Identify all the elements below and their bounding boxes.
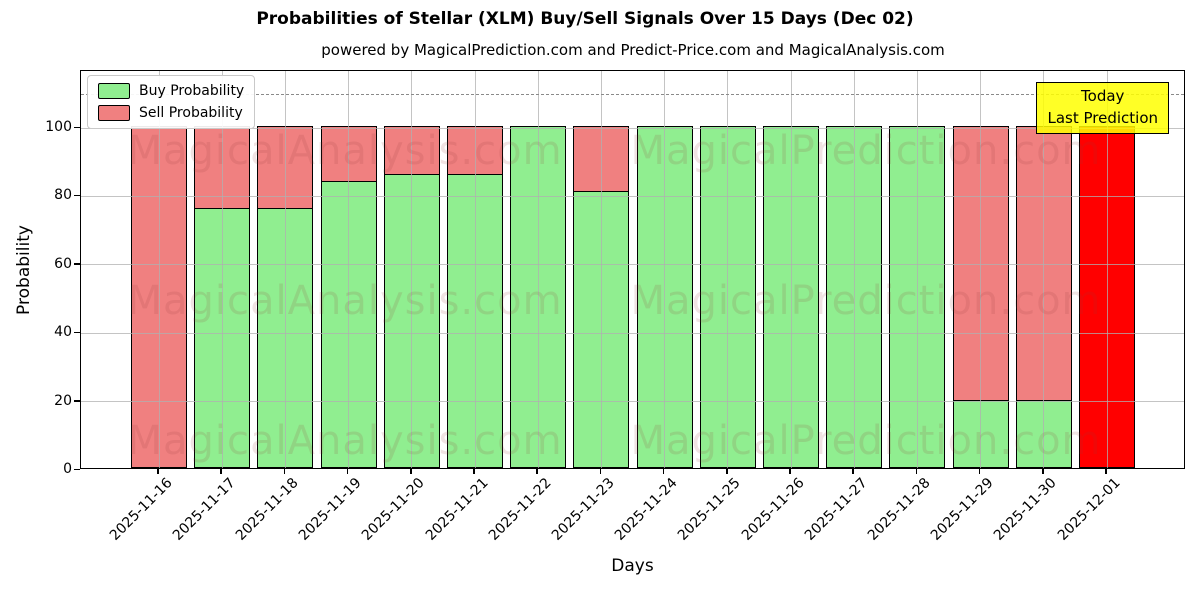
y-tick-label-20: 20 xyxy=(54,392,72,409)
x-tick-label-2025-11-18: 2025-11-18 xyxy=(232,475,302,544)
x-tick-label-2025-11-29: 2025-11-29 xyxy=(928,475,997,544)
y-tick-mark xyxy=(74,194,80,197)
x-tick-mark xyxy=(346,469,349,474)
x-tick-mark xyxy=(789,469,791,474)
buy-swatch-icon xyxy=(98,83,130,99)
y-tick-mark xyxy=(74,400,80,402)
y-tick-mark xyxy=(74,126,80,128)
x-tick-mark xyxy=(915,469,918,474)
legend-item-sell: Sell Probability xyxy=(98,105,244,121)
v-gridline xyxy=(1043,71,1045,468)
v-gridline xyxy=(284,71,286,468)
x-tick-mark xyxy=(978,469,981,474)
x-tick-label-2025-11-17: 2025-11-17 xyxy=(169,475,239,544)
legend-label-sell: Sell Probability xyxy=(139,105,243,121)
today-annotation-box: Today Last Prediction xyxy=(1036,82,1169,134)
h-gridline-40 xyxy=(81,332,1184,334)
v-gridline xyxy=(916,71,918,468)
h-gridline-100 xyxy=(81,127,1184,129)
x-tick-mark xyxy=(283,469,286,474)
x-tick-mark xyxy=(536,469,538,474)
today-annotation-line2: Last Prediction xyxy=(1047,108,1158,127)
v-gridline xyxy=(600,71,602,468)
y-tick-label-40: 40 xyxy=(54,324,72,341)
v-gridline xyxy=(474,71,476,468)
y-tick-mark xyxy=(74,331,80,334)
v-gridline xyxy=(537,71,539,468)
x-tick-label-2025-11-26: 2025-11-26 xyxy=(738,475,808,544)
x-tick-mark xyxy=(1042,469,1044,474)
x-tick-label-2025-11-20: 2025-11-20 xyxy=(359,475,429,544)
chart-subtitle: powered by MagicalPrediction.com and Pre… xyxy=(321,41,945,59)
v-gridline xyxy=(221,71,223,468)
v-gridline xyxy=(1106,71,1108,468)
x-tick-label-2025-11-24: 2025-11-24 xyxy=(612,475,681,544)
x-tick-mark xyxy=(662,469,665,474)
v-gridline xyxy=(980,71,982,468)
plot-area: MagicalAnalysis.comMagicalPrediction.com… xyxy=(80,70,1185,469)
today-annotation-line1: Today xyxy=(1081,87,1125,105)
y-tick-mark xyxy=(74,263,80,265)
v-gridline xyxy=(664,71,666,468)
x-tick-label-2025-11-19: 2025-11-19 xyxy=(296,475,365,544)
x-axis-title: Days xyxy=(611,556,654,576)
x-tick-label-2025-11-22: 2025-11-22 xyxy=(485,475,555,544)
y-tick-label-60: 60 xyxy=(54,255,72,272)
x-tick-mark xyxy=(410,469,412,474)
x-tick-label-2025-11-27: 2025-11-27 xyxy=(801,475,871,544)
h-gridline-60 xyxy=(81,264,1184,266)
x-tick-label-2025-11-30: 2025-11-30 xyxy=(991,475,1061,544)
x-tick-label-2025-11-28: 2025-11-28 xyxy=(864,475,934,544)
x-tick-mark xyxy=(1105,469,1107,474)
y-tick-label-80: 80 xyxy=(54,187,72,204)
h-gridline-80 xyxy=(81,195,1184,197)
y-tick-label-0: 0 xyxy=(63,461,72,477)
legend: Buy Probability Sell Probability xyxy=(87,75,256,129)
x-tick-mark xyxy=(157,469,159,474)
legend-label-buy: Buy Probability xyxy=(139,83,245,99)
v-gridline xyxy=(790,71,792,468)
chart-title: Probabilities of Stellar (XLM) Buy/Sell … xyxy=(256,9,914,29)
sell-swatch-icon xyxy=(98,105,130,121)
x-tick-mark xyxy=(473,469,475,474)
x-tick-mark xyxy=(220,469,222,474)
y-axis-title: Probability xyxy=(14,225,34,315)
v-gridline xyxy=(411,71,413,468)
x-tick-mark xyxy=(726,469,728,474)
x-tick-label-2025-11-23: 2025-11-23 xyxy=(548,475,618,544)
dashed-threshold-line xyxy=(81,93,1184,95)
x-tick-mark xyxy=(852,469,854,474)
x-tick-label-2025-11-25: 2025-11-25 xyxy=(675,475,745,544)
legend-item-buy: Buy Probability xyxy=(98,83,244,99)
v-gridline xyxy=(853,71,855,468)
y-tick-mark xyxy=(74,468,80,470)
x-tick-label-2025-11-16: 2025-11-16 xyxy=(106,475,176,544)
h-gridline-20 xyxy=(81,401,1184,403)
v-gridline xyxy=(727,71,729,468)
v-gridline xyxy=(348,71,350,468)
v-gridline xyxy=(158,71,160,468)
x-tick-mark xyxy=(599,469,602,474)
x-tick-label-2025-12-01: 2025-12-01 xyxy=(1054,475,1124,544)
y-tick-label-100: 100 xyxy=(45,119,72,135)
x-tick-label-2025-11-21: 2025-11-21 xyxy=(422,475,492,544)
